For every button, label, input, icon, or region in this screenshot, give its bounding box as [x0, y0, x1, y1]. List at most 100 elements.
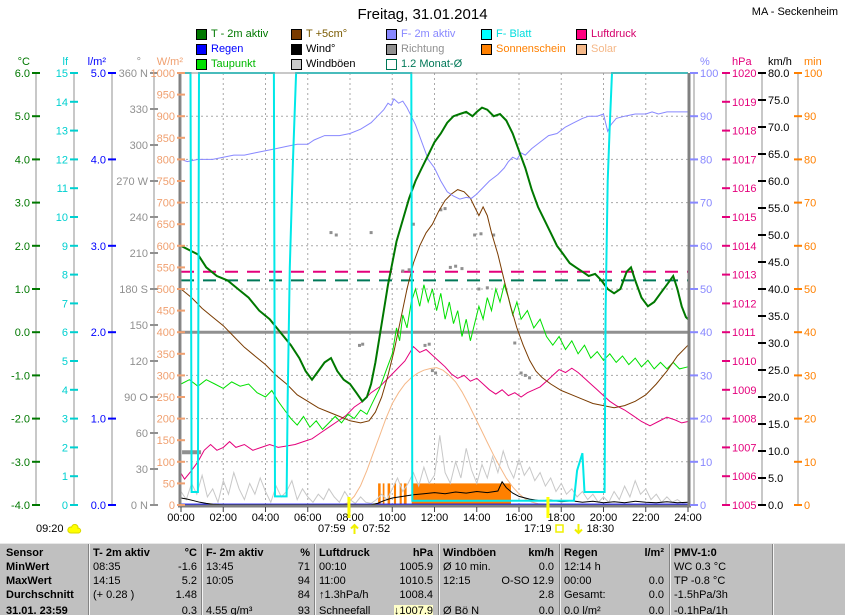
- richtung-swatch-icon: [386, 43, 397, 55]
- axis-tick-label: 40.0: [768, 284, 789, 296]
- axis-tick-label: 1009: [732, 385, 756, 397]
- table-cell: (+ 0.28 ) 1.48: [93, 589, 197, 601]
- richtung-dot: [439, 208, 443, 212]
- axis-tick-label: 1008: [732, 414, 756, 426]
- x-tick-label: 12:00: [421, 512, 449, 524]
- axis-tick-label: 70: [804, 198, 816, 210]
- regen-swatch-icon: [196, 43, 207, 55]
- legend-item-richtung[interactable]: Richtung: [386, 43, 444, 55]
- legend-item-f-2m-aktiv[interactable]: F- 2m aktiv: [386, 28, 455, 40]
- axis-tick-label: 10: [56, 212, 68, 224]
- legend-label: Windböen: [306, 58, 356, 70]
- first-sunshine-annotation: 09:20: [36, 523, 83, 535]
- sunset-annotation: 17:19 18:30: [524, 523, 614, 535]
- row-label: MaxWert: [6, 575, 52, 587]
- legend-item-t-5cm[interactable]: T +5cm°: [291, 28, 347, 40]
- legend-item-sonnenschein[interactable]: Sonnenschein: [481, 43, 566, 55]
- legend-item-wind[interactable]: Wind°: [291, 43, 335, 55]
- table-cell: 12:15 O-SO 12.9: [443, 575, 554, 587]
- axis-tick-label: 40: [700, 327, 712, 339]
- axis-tick-label: 30.0: [768, 338, 789, 350]
- legend-item-t-2m-aktiv[interactable]: T - 2m aktiv: [196, 28, 268, 40]
- table-cell: Gesamt: 0.0: [564, 589, 664, 601]
- table-cell: 0.0 l/m² 0.0: [564, 605, 664, 615]
- axis-tick-label: 50: [804, 284, 816, 296]
- axis-tick-label: 950: [157, 90, 175, 102]
- axis-header-temp: °C: [18, 56, 30, 68]
- col-header-pressure: Luftdruck hPa: [319, 547, 433, 559]
- axis-tick-label: 750: [157, 176, 175, 188]
- sunset-arrow-icon: [573, 524, 583, 535]
- richtung-dot: [454, 264, 458, 268]
- x-tick-label: 00:00: [167, 512, 195, 524]
- axis-tick-label: 150: [130, 320, 148, 332]
- axis-tick-label: 45.0: [768, 257, 789, 269]
- axis-tick-label: 800: [157, 154, 175, 166]
- table-cell: 0.3: [181, 605, 197, 615]
- col-header-humidity: F- 2m aktiv%: [206, 547, 310, 559]
- legend-item-taupunkt[interactable]: Taupunkt: [196, 58, 256, 70]
- axis-tick-label: 30: [700, 370, 712, 382]
- axis-tick-label: 30: [136, 464, 148, 476]
- axis-tick-label: 35.0: [768, 311, 789, 323]
- sunrise-annotation: 07:59 07:52: [318, 523, 390, 535]
- legend-item-solar[interactable]: Solar: [576, 43, 617, 55]
- column-separator: [559, 544, 561, 615]
- axis-tick-label: 400: [157, 327, 175, 339]
- legend-item-monat-avg[interactable]: 1.2 Monat-Ø: [386, 58, 462, 70]
- richtung-dot: [434, 371, 438, 375]
- richtung-dot: [479, 232, 483, 236]
- axis-tick-label: 0 N: [131, 500, 148, 512]
- axis-tick-label: 75.0: [768, 95, 789, 107]
- legend-item-regen[interactable]: Regen: [196, 43, 243, 55]
- table-cell: Ø 10 min. 0.0: [443, 561, 554, 573]
- axis-tick-label: 5: [62, 356, 68, 368]
- sunshine-block: [387, 483, 391, 505]
- axis-tick-label: 0.0: [768, 500, 783, 512]
- axis-tick-label: 200: [157, 414, 175, 426]
- axis-tick-label: 5.0: [15, 111, 30, 123]
- axis-tick-label: 1000: [151, 68, 175, 80]
- axis-tick-label: 8: [62, 270, 68, 282]
- axis-tick-label: 180 S: [119, 284, 148, 296]
- richtung-dot: [361, 342, 365, 346]
- series-f-blatt: [181, 72, 688, 502]
- axis-tick-label: 1016: [732, 183, 756, 195]
- legend-label: T - 2m aktiv: [211, 28, 269, 40]
- axis-tick-label: 1007: [732, 442, 756, 454]
- axis-tick-label: 70: [700, 198, 712, 210]
- axis-tick-label: 7: [62, 298, 68, 310]
- taupunkt-swatch-icon: [196, 58, 207, 70]
- richtung-dot: [513, 341, 517, 345]
- table-cell: 12:14 h: [564, 561, 601, 573]
- axis-tick-label: 1019: [732, 97, 756, 109]
- axis-tick-label: 1006: [732, 471, 756, 483]
- axis-tick-label: 13: [56, 126, 68, 138]
- axis-tick-label: 550: [157, 262, 175, 274]
- legend-item-luftdruck[interactable]: Luftdruck: [576, 28, 636, 40]
- axis-header-min: min: [804, 56, 822, 68]
- legend-label: Regen: [211, 43, 244, 55]
- series-t-2m-aktiv: [180, 106, 689, 403]
- legend-item-f-blatt[interactable]: F- Blatt: [481, 28, 531, 40]
- table-cell: 2.8: [538, 589, 554, 601]
- axis-tick-label: 600: [157, 241, 175, 253]
- axis-tick-label: 1.0: [15, 284, 30, 296]
- series-solar: [181, 367, 688, 506]
- table-cell: WC 0.3 °C: [674, 561, 727, 573]
- weather-chart[interactable]: 6.0 5.0 4.0 3.0 2.0 1.0 0.0 -1.0 -2.0 -3.0 -4.0 °C 1…: [0, 0, 845, 543]
- axis-tick-label: 90 O: [124, 392, 148, 404]
- axis-tick-label: 0.0: [91, 500, 106, 512]
- axis-tick-label: 30: [804, 370, 816, 382]
- axis-tick-label: 330: [130, 104, 148, 116]
- legend-item-windboeen[interactable]: Windböen: [291, 58, 356, 70]
- axis-tick-label: 65.0: [768, 149, 789, 161]
- axis-tick-label: 50.0: [768, 230, 789, 242]
- axis-tick-label: 2: [62, 442, 68, 454]
- axis-tick-label: 60: [136, 428, 148, 440]
- axis-tick-label: 650: [157, 219, 175, 231]
- legend-label: Solar: [591, 43, 617, 55]
- column-separator: [314, 544, 316, 615]
- axis-tick-label: 70.0: [768, 122, 789, 134]
- richtung-dot: [492, 233, 496, 237]
